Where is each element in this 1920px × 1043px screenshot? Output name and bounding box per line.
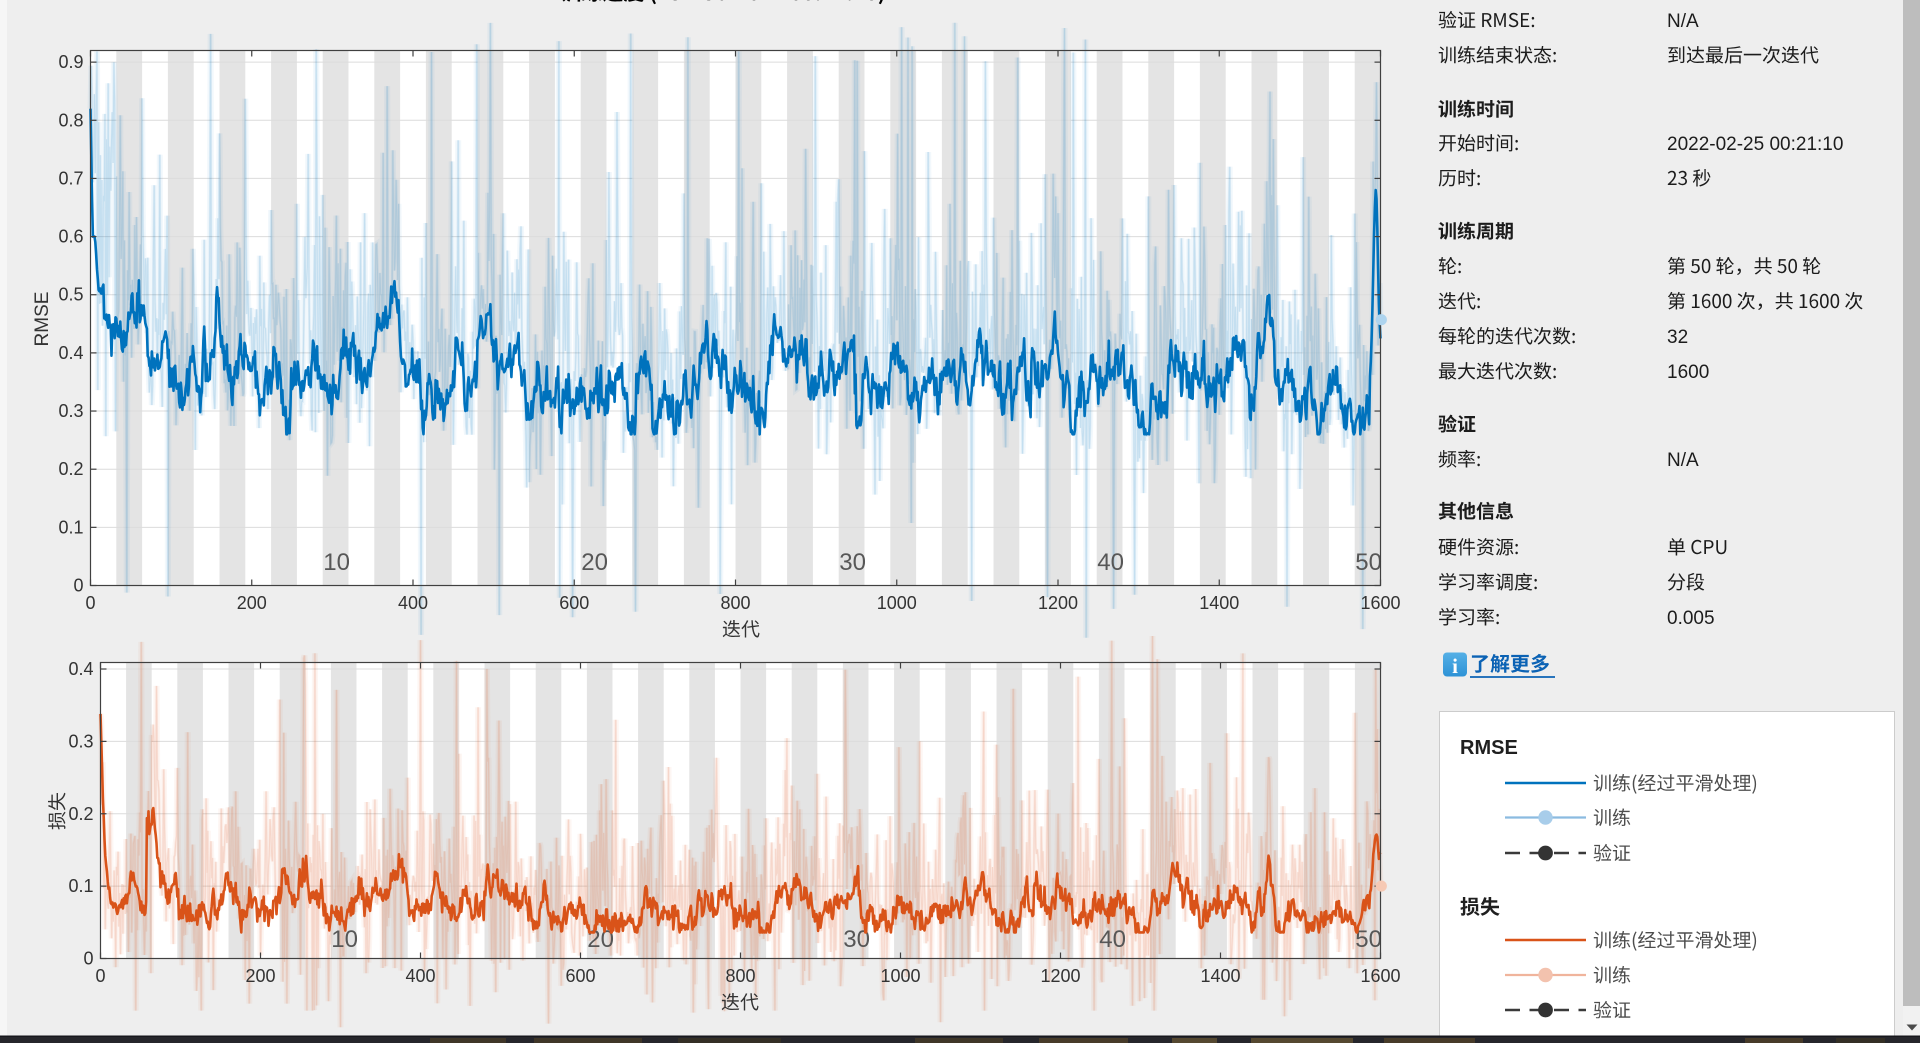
svg-text:600: 600 (559, 593, 589, 613)
svg-text:200: 200 (245, 966, 275, 986)
svg-text:N/A: N/A (1667, 450, 1699, 471)
svg-text:1000: 1000 (880, 966, 920, 986)
svg-text:800: 800 (720, 593, 750, 613)
svg-text:0: 0 (83, 949, 93, 969)
svg-text:1600: 1600 (1667, 362, 1709, 383)
svg-text:10: 10 (323, 549, 350, 576)
svg-text:0.3: 0.3 (68, 731, 93, 751)
svg-text:0.005: 0.005 (1667, 608, 1715, 629)
svg-text:RMSE: RMSE (1460, 737, 1518, 759)
svg-text:1200: 1200 (1040, 966, 1080, 986)
svg-text:RMSE: RMSE (32, 292, 53, 347)
svg-text:800: 800 (725, 966, 755, 986)
svg-text:0.7: 0.7 (58, 168, 83, 188)
svg-text:1600: 1600 (1360, 966, 1400, 986)
svg-text:200: 200 (237, 593, 267, 613)
svg-text:0.1: 0.1 (68, 876, 93, 896)
svg-text:0.5: 0.5 (58, 285, 83, 305)
svg-text:0.3: 0.3 (58, 401, 83, 421)
svg-text:1400: 1400 (1199, 593, 1239, 613)
svg-text:1400: 1400 (1200, 966, 1240, 986)
svg-text:N/A: N/A (1667, 11, 1699, 32)
svg-text:0.9: 0.9 (58, 52, 83, 72)
svg-text:0: 0 (85, 593, 95, 613)
svg-text:0.1: 0.1 (58, 517, 83, 537)
svg-text:50: 50 (1355, 549, 1382, 576)
svg-text:40: 40 (1097, 549, 1124, 576)
svg-text:0.4: 0.4 (68, 659, 93, 679)
svg-text:400: 400 (405, 966, 435, 986)
svg-text:0.4: 0.4 (58, 343, 83, 363)
svg-text:32: 32 (1667, 327, 1688, 348)
svg-text:0.2: 0.2 (58, 459, 83, 479)
svg-text:1200: 1200 (1038, 593, 1078, 613)
svg-text:20: 20 (581, 549, 608, 576)
svg-text:2022-02-25 00:21:10: 2022-02-25 00:21:10 (1667, 134, 1843, 155)
svg-text:0.8: 0.8 (58, 110, 83, 130)
svg-text:1600: 1600 (1360, 593, 1400, 613)
svg-text:40: 40 (1099, 926, 1126, 953)
svg-text:0.2: 0.2 (68, 804, 93, 824)
svg-text:0: 0 (95, 966, 105, 986)
svg-text:0: 0 (73, 576, 83, 596)
svg-text:600: 600 (565, 966, 595, 986)
svg-text:1000: 1000 (877, 593, 917, 613)
svg-text:30: 30 (839, 549, 866, 576)
svg-text:400: 400 (398, 593, 428, 613)
svg-text:0.6: 0.6 (58, 227, 83, 247)
svg-text:i: i (1452, 654, 1458, 678)
svg-text:50: 50 (1355, 926, 1382, 953)
